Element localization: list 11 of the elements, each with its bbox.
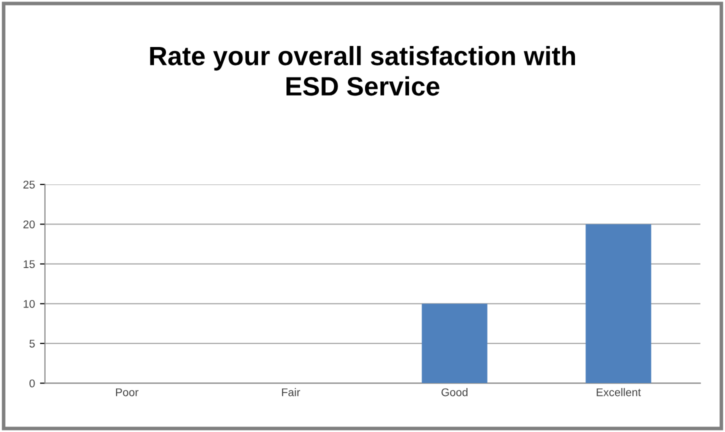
x-tick-label: Fair (282, 388, 300, 396)
x-tick-label: Excellent (596, 388, 641, 396)
x-tick-label: Poor (116, 388, 138, 396)
y-tick-label: 15 (24, 260, 35, 268)
x-tick-label: Good (442, 388, 468, 396)
y-tick-label: 20 (23, 220, 35, 228)
y-tick-label: 25 (23, 180, 35, 189)
y-tick-label: 10 (24, 300, 35, 308)
y-tick-label: 0 (29, 379, 35, 388)
chart-title: Rate your overall satisfaction with ESD Service (150, 46, 575, 96)
y-tick-label: 5 (29, 340, 35, 348)
